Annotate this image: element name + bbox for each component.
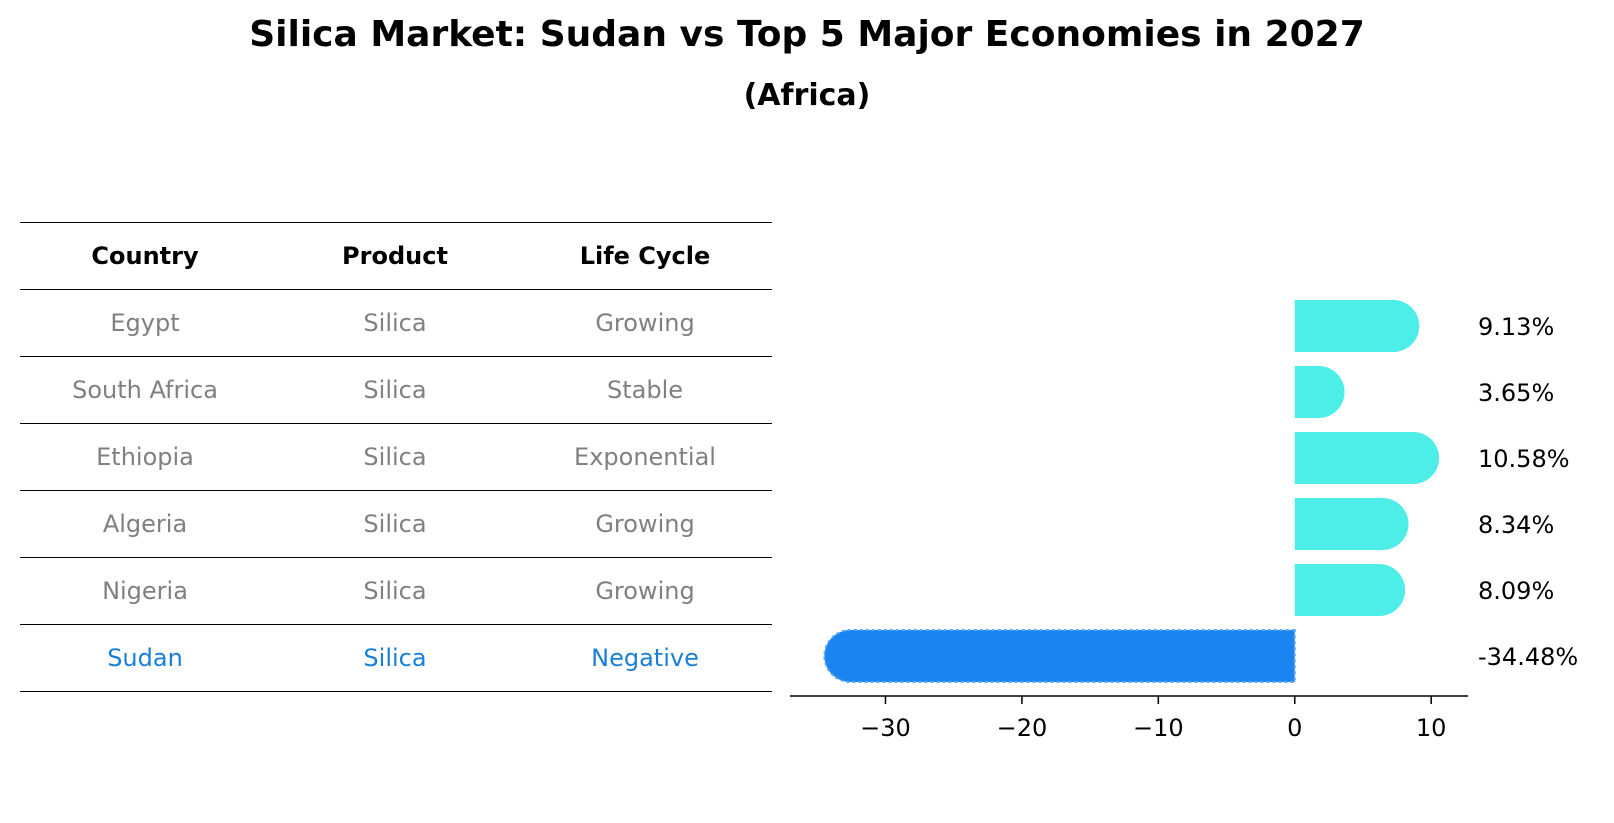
country-cell: Ethiopia xyxy=(96,443,194,471)
product-cell: Silica xyxy=(363,376,427,404)
data-label: 9.13% xyxy=(1478,313,1554,341)
product-cell: Silica xyxy=(363,644,427,672)
data-label: 8.34% xyxy=(1478,511,1554,539)
product-cell: Silica xyxy=(363,443,427,471)
data-label: 3.65% xyxy=(1478,379,1554,407)
product-cell: Silica xyxy=(363,577,427,605)
life-cycle-cell: Growing xyxy=(595,510,695,538)
country-cell: South Africa xyxy=(72,376,218,404)
country-cell: Egypt xyxy=(110,309,180,337)
x-tick-label: −30 xyxy=(860,714,911,742)
bar-egypt xyxy=(1294,300,1420,352)
table-header-row: Country Product Life Cycle xyxy=(20,222,772,289)
chart-title: Silica Market: Sudan vs Top 5 Major Econ… xyxy=(249,14,1365,55)
table-row: Ethiopia Silica Exponential xyxy=(20,423,772,490)
x-tick-label: −10 xyxy=(1133,714,1184,742)
column-header-product: Product xyxy=(342,242,448,270)
country-cell: Nigeria xyxy=(102,577,188,605)
x-tick-label: 0 xyxy=(1287,714,1302,742)
data-label: 8.09% xyxy=(1478,577,1554,605)
chart-subtitle: (Africa) xyxy=(743,78,871,113)
bar-sudan xyxy=(823,629,1296,683)
x-tick-label: 10 xyxy=(1416,714,1447,742)
life-cycle-cell: Stable xyxy=(606,376,684,404)
table-row: Nigeria Silica Growing xyxy=(20,557,772,624)
country-cell: Algeria xyxy=(102,510,188,538)
table-row-highlight: Sudan Silica Negative xyxy=(20,624,772,692)
bar-south-africa xyxy=(1294,366,1345,418)
country-cell: Sudan xyxy=(107,644,183,672)
table-row: South Africa Silica Stable xyxy=(20,356,772,423)
table-row: Algeria Silica Growing xyxy=(20,490,772,557)
data-label: 10.58% xyxy=(1478,445,1570,473)
x-tick-label: −20 xyxy=(997,714,1048,742)
bar-ethiopia xyxy=(1294,432,1440,484)
table-row: Egypt Silica Growing xyxy=(20,289,772,356)
product-cell: Silica xyxy=(363,309,427,337)
bar-algeria xyxy=(1294,498,1409,550)
market-table: Country Product Life Cycle Egypt Silica … xyxy=(20,222,772,692)
life-cycle-cell: Exponential xyxy=(574,443,716,471)
data-label: -34.48% xyxy=(1478,643,1578,671)
life-cycle-cell: Growing xyxy=(595,309,695,337)
column-header-country: Country xyxy=(91,242,199,270)
bar-nigeria xyxy=(1294,564,1406,616)
product-cell: Silica xyxy=(363,510,427,538)
life-cycle-cell: Negative xyxy=(591,644,699,672)
life-cycle-cell: Growing xyxy=(595,577,695,605)
column-header-life-cycle: Life Cycle xyxy=(579,242,711,270)
